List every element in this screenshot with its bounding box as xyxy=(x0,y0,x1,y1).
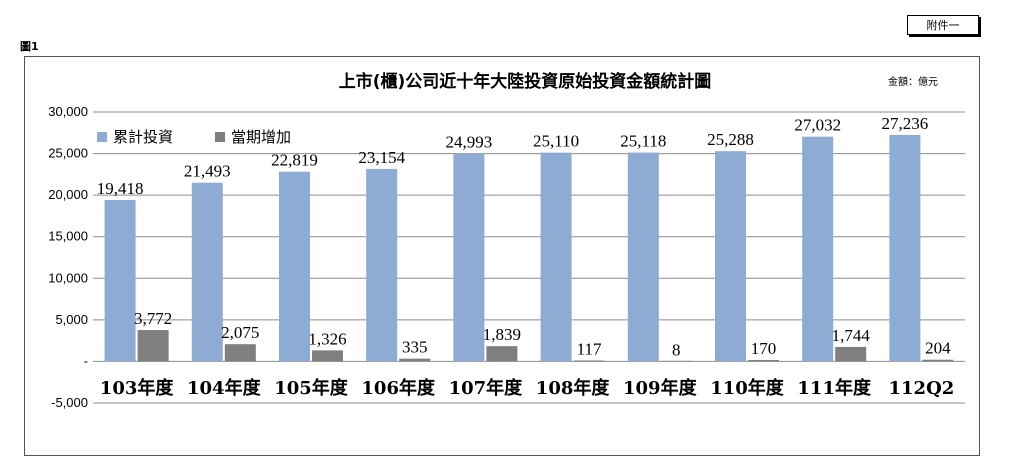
bar-period-increase xyxy=(137,330,169,362)
x-category-label: 112Q2 xyxy=(889,378,955,399)
y-tick-label: -5,000 xyxy=(51,395,88,410)
x-category-label: 103年度 xyxy=(100,377,175,399)
data-label-cumulative: 19,418 xyxy=(97,179,144,198)
bar-chart: 上市(櫃)公司近十年大陸投資原始投資金額統計圖 金額：億元 30,000 25,0… xyxy=(48,71,965,410)
x-category-label: 105年度 xyxy=(274,377,349,399)
bar-period-increase xyxy=(486,346,518,362)
legend-label: 當期增加 xyxy=(231,128,291,146)
x-category-label: 108年度 xyxy=(536,377,611,399)
data-label-period-increase: 204 xyxy=(925,339,951,358)
data-label-period-increase: 2,075 xyxy=(221,323,259,342)
figure-label: 圖1 xyxy=(20,40,39,53)
x-category-label: 109年度 xyxy=(623,377,698,399)
y-tick-label: 10,000 xyxy=(48,270,88,285)
y-tick-label: 15,000 xyxy=(48,229,88,244)
unit-label: 金額：億元 xyxy=(888,75,938,88)
bar-cumulative xyxy=(191,182,223,362)
bar-cumulative xyxy=(889,134,921,362)
data-label-period-increase: 335 xyxy=(402,338,428,357)
bar-cumulative xyxy=(540,152,572,362)
data-label-period-increase: 1,326 xyxy=(308,329,346,348)
data-label-cumulative: 25,118 xyxy=(620,132,666,151)
x-category-label: 107年度 xyxy=(449,377,524,399)
data-label-cumulative: 22,819 xyxy=(271,151,318,170)
bar-period-increase xyxy=(573,360,605,362)
bar-period-increase xyxy=(312,350,343,362)
bar-period-increase xyxy=(399,358,431,362)
bar-period-increase xyxy=(660,360,692,362)
data-label-cumulative: 23,154 xyxy=(358,148,405,167)
data-label-period-increase: 8 xyxy=(672,340,681,359)
bar-cumulative xyxy=(802,136,834,362)
bar-cumulative xyxy=(715,151,746,362)
data-label-period-increase: 1,744 xyxy=(832,326,871,345)
bar-cumulative xyxy=(453,153,485,362)
bar-cumulative xyxy=(627,152,659,362)
data-label-cumulative: 27,032 xyxy=(794,116,841,135)
legend-swatch xyxy=(215,132,225,142)
bar-cumulative xyxy=(279,171,310,362)
y-tick-label: 20,000 xyxy=(48,187,88,202)
x-category-label: 104年度 xyxy=(187,377,262,399)
chart-frame: 上市(櫃)公司近十年大陸投資原始投資金額統計圖 金額：億元 30,000 25,0… xyxy=(24,56,980,456)
bar-period-increase xyxy=(922,359,954,362)
bar-cumulative xyxy=(366,168,398,362)
bar-period-increase xyxy=(835,346,867,362)
y-tick-label: - xyxy=(84,353,88,368)
x-category-label: 110年度 xyxy=(710,377,785,399)
data-label-period-increase: 170 xyxy=(751,339,777,358)
legend-label: 累計投資 xyxy=(113,128,173,146)
data-label-cumulative: 27,236 xyxy=(882,114,929,133)
data-label-cumulative: 25,288 xyxy=(707,130,754,149)
data-label-cumulative: 24,993 xyxy=(446,133,493,152)
data-label-period-increase: 117 xyxy=(577,339,602,358)
y-tick-label: 5,000 xyxy=(55,312,88,327)
x-category-label: 106年度 xyxy=(361,377,436,399)
bar-cumulative xyxy=(104,199,136,362)
bar-period-increase xyxy=(224,344,256,362)
data-label-cumulative: 21,493 xyxy=(184,162,231,181)
legend-swatch xyxy=(97,132,107,142)
x-category-label: 111年度 xyxy=(797,377,872,399)
attachment-tag: 附件一 xyxy=(907,15,979,35)
chart-title: 上市(櫃)公司近十年大陸投資原始投資金額統計圖 xyxy=(339,71,712,92)
data-label-period-increase: 1,839 xyxy=(483,325,521,344)
data-label-period-increase: 3,772 xyxy=(134,309,172,328)
data-label-cumulative: 25,110 xyxy=(533,132,579,151)
y-tick-label: 25,000 xyxy=(48,146,88,161)
bar-period-increase xyxy=(748,360,779,362)
y-tick-label: 30,000 xyxy=(48,104,88,119)
